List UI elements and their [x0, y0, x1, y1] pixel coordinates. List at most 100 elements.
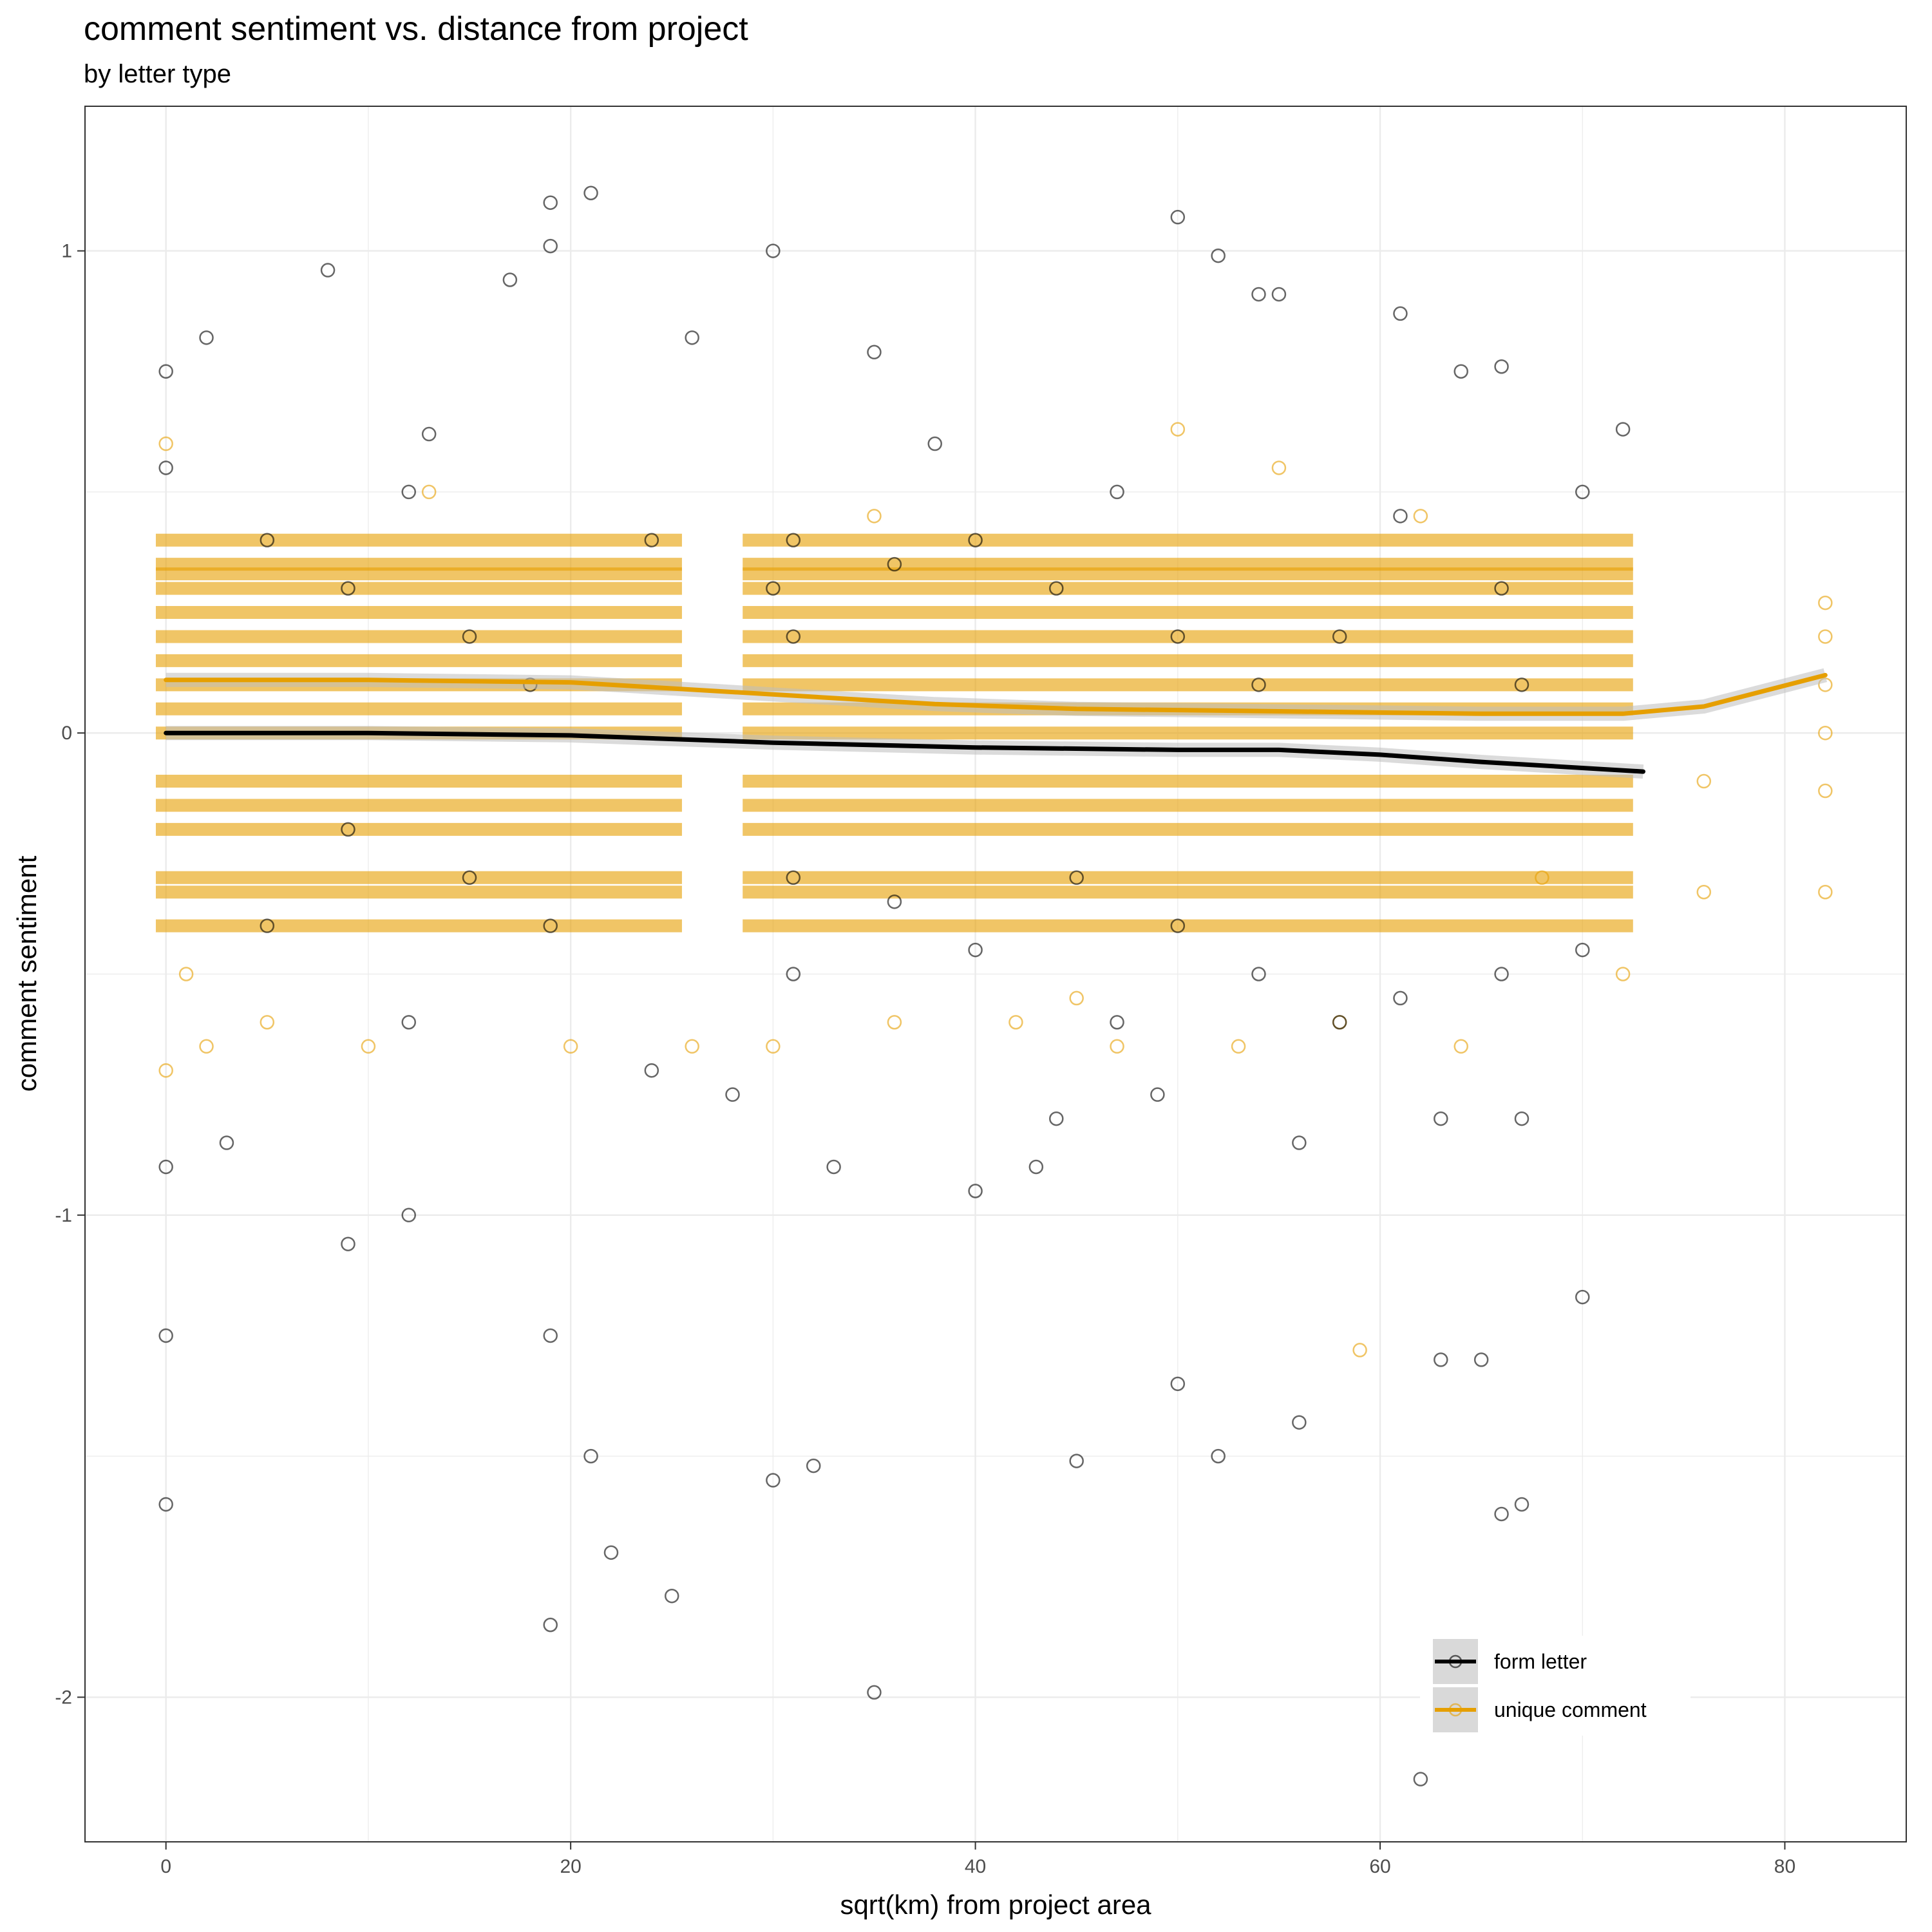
point-unique-comment: [1535, 870, 1549, 886]
point-form-letter: [543, 238, 558, 254]
point-form-letter: [887, 894, 902, 909]
point-form-letter: [766, 243, 781, 258]
point-unique-comment: [1231, 1039, 1246, 1054]
point-unique-comment: [1696, 884, 1712, 900]
point-unique-comment: [1818, 783, 1833, 799]
point-form-letter: [543, 918, 558, 933]
point-form-letter: [1514, 1111, 1530, 1126]
point-unique-comment: [1615, 967, 1631, 981]
point-form-letter: [887, 556, 902, 572]
point-form-letter: [766, 1473, 781, 1488]
legend-label-form-letter: form letter: [1494, 1650, 1587, 1673]
y-tick-label: 1: [61, 241, 72, 262]
point-unique-comment: [1696, 773, 1712, 789]
point-form-letter: [1575, 484, 1590, 500]
point-unique-comment: [1009, 1015, 1023, 1030]
point-form-letter: [341, 1236, 355, 1251]
chart-title: comment sentiment vs. distance from proj…: [84, 10, 748, 48]
point-form-letter: [867, 345, 882, 360]
x-tick-label: 60: [1369, 1856, 1390, 1877]
point-form-letter: [1170, 1376, 1186, 1392]
point-form-letter: [1615, 422, 1631, 437]
point-form-letter: [158, 1159, 173, 1175]
point-form-letter: [320, 263, 336, 278]
point-form-letter: [341, 581, 355, 596]
point-form-letter: [1494, 581, 1509, 596]
point-form-letter: [1434, 1111, 1448, 1126]
point-form-letter: [260, 918, 275, 933]
point-form-letter: [158, 1497, 173, 1512]
point-form-letter: [199, 330, 214, 345]
point-form-letter: [1434, 1352, 1448, 1367]
point-form-letter: [1494, 967, 1509, 981]
point-unique-comment: [1818, 595, 1833, 611]
x-tick-label: 20: [560, 1856, 581, 1877]
point-form-letter: [1069, 870, 1084, 886]
point-layer: [158, 185, 1833, 1786]
point-form-letter: [1170, 209, 1186, 225]
point-unique-comment: [1170, 422, 1186, 437]
point-unique-comment: [867, 509, 882, 524]
point-form-letter: [685, 330, 699, 345]
legend-label-unique-comment: unique comment: [1494, 1698, 1647, 1721]
point-unique-comment: [1818, 884, 1833, 900]
point-form-letter: [968, 942, 983, 958]
point-form-letter: [1211, 248, 1226, 263]
point-form-letter: [158, 1328, 173, 1343]
legend-point-unique-comment: [1448, 1703, 1463, 1717]
point-form-letter: [1514, 677, 1530, 692]
y-tick-label: -2: [55, 1687, 72, 1708]
point-form-letter: [1150, 1087, 1165, 1102]
point-form-letter: [725, 1087, 740, 1102]
point-form-letter: [603, 1545, 619, 1560]
point-form-letter: [968, 1184, 983, 1198]
smooth-layer: [164, 668, 1828, 779]
point-form-letter: [1110, 1015, 1124, 1030]
point-form-letter: [1413, 1772, 1428, 1786]
point-unique-comment: [421, 484, 437, 500]
point-form-letter: [260, 533, 275, 547]
point-form-letter: [1170, 629, 1186, 644]
point-form-letter: [1332, 629, 1347, 644]
point-form-letter: [1271, 287, 1287, 302]
smooth-line-unique-comment: [164, 672, 1828, 716]
point-form-letter: [158, 364, 173, 379]
point-form-letter: [401, 1208, 417, 1223]
point-form-letter: [543, 195, 558, 210]
point-form-letter: [421, 426, 437, 442]
point-unique-comment: [1352, 1343, 1367, 1358]
point-form-letter: [1393, 306, 1408, 321]
point-form-letter: [219, 1135, 234, 1150]
y-tick-label: 0: [61, 723, 72, 744]
point-form-letter: [1170, 918, 1186, 933]
point-form-letter: [341, 822, 355, 837]
point-unique-comment: [1069, 990, 1084, 1006]
point-form-letter: [1028, 1159, 1044, 1175]
point-unique-comment: [361, 1039, 376, 1054]
point-form-letter: [786, 870, 801, 886]
x-tick-label: 40: [965, 1856, 986, 1877]
point-unique-comment: [1818, 629, 1833, 644]
point-form-letter: [543, 1328, 558, 1343]
point-form-letter: [1292, 1415, 1307, 1430]
point-unique-comment: [1454, 1039, 1468, 1054]
x-tick-label: 80: [1774, 1856, 1795, 1877]
point-unique-comment: [260, 1015, 275, 1030]
point-form-letter: [1251, 287, 1266, 302]
point-form-letter: [1069, 1454, 1084, 1468]
smooth-line-form-letter: [164, 730, 1645, 774]
point-form-letter: [401, 484, 417, 500]
point-form-letter: [786, 967, 801, 981]
point-form-letter: [786, 629, 801, 644]
y-tick-label: -1: [55, 1205, 72, 1226]
point-unique-comment: [685, 1039, 699, 1054]
point-form-letter: [644, 1063, 659, 1078]
point-form-letter: [1049, 581, 1064, 596]
y-axis: 1 0 -1 -2: [55, 241, 85, 1708]
point-form-letter: [1393, 509, 1408, 524]
chart-subtitle: by letter type: [84, 60, 231, 88]
point-unique-comment: [1413, 509, 1428, 524]
point-form-letter: [664, 1588, 679, 1604]
point-form-letter: [1454, 364, 1468, 379]
